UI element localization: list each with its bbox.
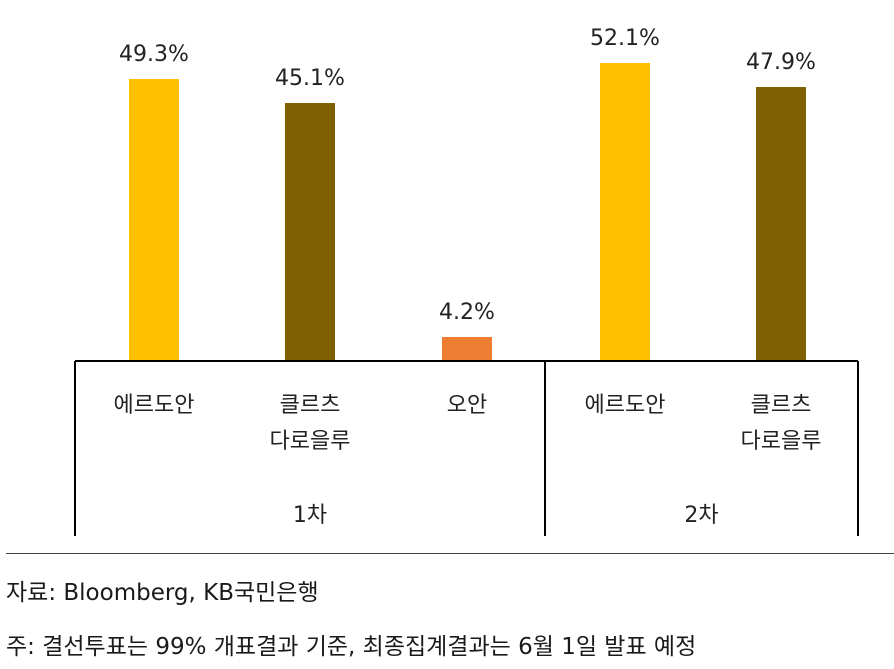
category-label: 오안 <box>447 393 487 418</box>
value-label: 4.2% <box>439 300 495 325</box>
bar <box>756 87 806 362</box>
category-label: 클르츠 <box>751 393 812 418</box>
group-label: 1차 <box>293 503 327 528</box>
bar <box>442 336 492 361</box>
footnotes: 자료: Bloomberg, KB국민은행 주: 결선투표는 99% 개표결과 … <box>6 553 894 660</box>
value-label: 52.1% <box>590 26 660 51</box>
remark-note: 주: 결선투표는 99% 개표결과 기준, 최종집계결과는 6월 1일 발표 예… <box>6 634 697 660</box>
footnote-divider <box>6 553 894 554</box>
category-label: 클르츠 <box>280 393 341 418</box>
category-label: 다로을루 <box>741 429 822 454</box>
value-label: 45.1% <box>275 66 345 91</box>
category-label: 다로을루 <box>270 429 351 454</box>
bar <box>285 103 335 361</box>
group-label: 2차 <box>684 503 718 528</box>
category-label: 에르도안 <box>585 393 666 418</box>
value-label: 47.9% <box>746 50 816 75</box>
category-label: 에르도안 <box>114 393 195 418</box>
source-note: 자료: Bloomberg, KB국민은행 <box>6 580 319 606</box>
bar <box>129 79 179 361</box>
bar <box>600 62 650 361</box>
value-label: 49.3% <box>119 42 189 67</box>
